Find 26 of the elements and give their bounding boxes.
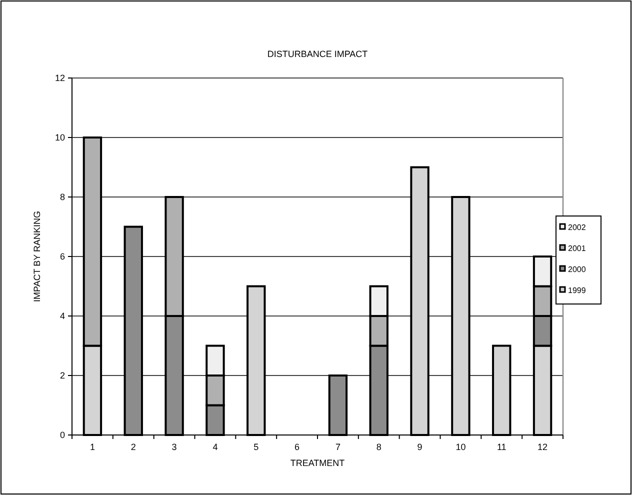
y-tick-label: 2 <box>60 370 65 381</box>
y-axis-title: IMPACT BY RANKING <box>32 210 42 302</box>
x-tick-label: 11 <box>496 442 506 452</box>
x-tick-label: 6 <box>294 442 300 452</box>
y-tick-label: 10 <box>54 132 65 143</box>
y-tick-label: 0 <box>60 430 65 440</box>
x-tick-label: 5 <box>254 442 259 452</box>
x-tick-label: 3 <box>172 442 177 452</box>
y-tick-label: 8 <box>60 192 65 202</box>
x-axis-title: TREATMENT <box>290 458 346 468</box>
x-tick-label: 4 <box>212 442 218 452</box>
x-tick-label: 2 <box>130 442 136 452</box>
x-tick-label: 9 <box>417 442 422 452</box>
x-tick-label: 7 <box>335 442 340 452</box>
x-tick-label: 12 <box>538 442 548 452</box>
legend-label: 1999 <box>568 286 586 295</box>
x-tick-label: 8 <box>376 442 382 452</box>
legend-label: 2001 <box>568 244 586 253</box>
chart-title: DISTURBANCE IMPACT <box>267 49 368 59</box>
y-tick-label: 4 <box>60 311 65 322</box>
y-tick-label: 12 <box>54 73 65 84</box>
x-tick-label: 1 <box>90 442 95 452</box>
legend-label: 2002 <box>568 222 586 232</box>
y-tick-label: 6 <box>60 252 65 262</box>
x-tick-label: 10 <box>456 442 466 452</box>
legend-label: 2000 <box>568 264 586 274</box>
